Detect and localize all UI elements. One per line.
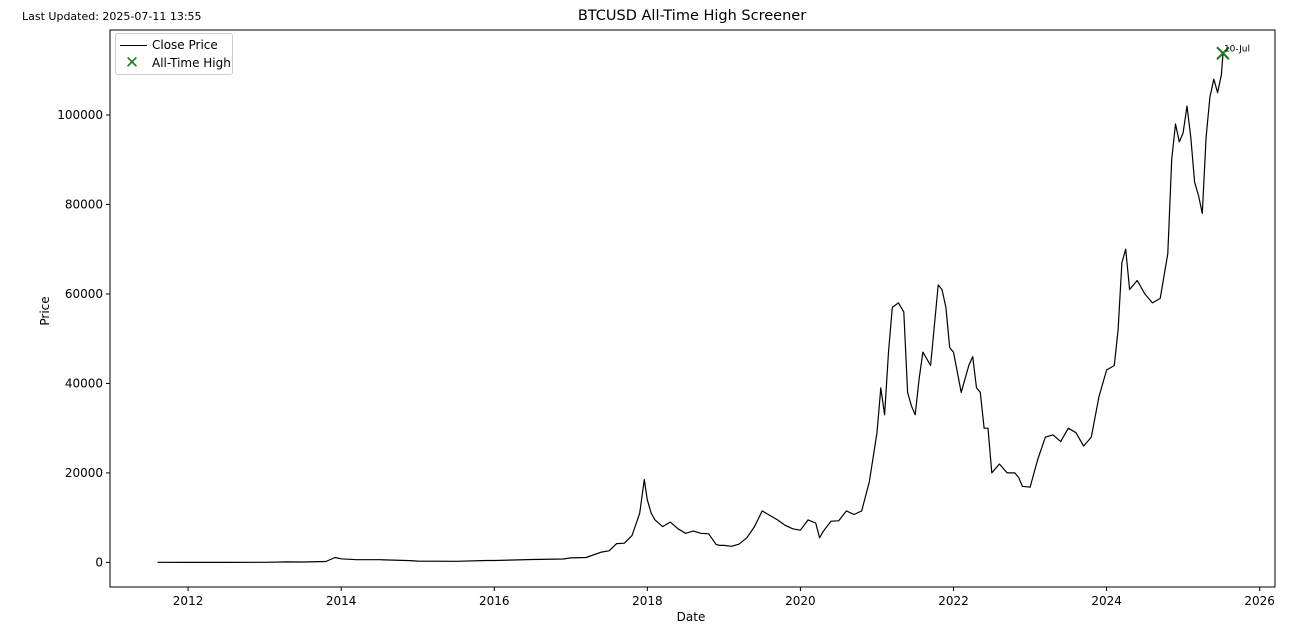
x-axis: 2012 2014 2016 2018 2020 2022 2024 2026	[173, 587, 1275, 608]
chart-title: BTCUSD All-Time High Screener	[577, 8, 807, 24]
all-time-high-marker-group: 10-Jul	[1216, 44, 1250, 60]
line-swatch-icon	[120, 45, 147, 46]
y-tick-label: 100000	[57, 108, 103, 122]
legend-item-all-time-high: ✕ All-Time High	[116, 53, 232, 73]
x-marker-icon: ✕	[124, 53, 140, 73]
y-tick-label: 40000	[65, 376, 103, 390]
all-time-high-marker	[1216, 46, 1230, 60]
legend-label-all-time-high: All-Time High	[152, 56, 231, 70]
close-price-line	[157, 53, 1224, 564]
x-tick-label: 2014	[326, 594, 357, 608]
x-tick-label: 2026	[1244, 594, 1275, 608]
x-tick-label: 2022	[938, 594, 969, 608]
y-axis: 0 20000 40000 60000 80000 100000	[57, 108, 110, 569]
x-tick-label: 2012	[173, 594, 204, 608]
legend: Close Price ✕ All-Time High	[115, 33, 233, 75]
y-tick-label: 20000	[65, 466, 103, 480]
close-price-line-group	[157, 53, 1224, 564]
x-tick-label: 2020	[785, 594, 816, 608]
legend-label-close-price: Close Price	[152, 38, 218, 52]
x-tick-label: 2016	[479, 594, 510, 608]
y-tick-label: 80000	[65, 197, 103, 211]
y-axis-label: Price	[38, 296, 52, 326]
x-axis-label: Date	[676, 610, 706, 624]
legend-item-close-price: Close Price	[116, 37, 232, 55]
last-updated-label: Last Updated: 2025-07-11 13:55	[22, 10, 202, 23]
plot-area-frame	[109, 29, 1276, 588]
x-tick-label: 2018	[632, 594, 663, 608]
y-tick-label: 0	[95, 555, 103, 569]
all-time-high-date-label: 10-Jul	[1224, 44, 1250, 54]
y-tick-label: 60000	[65, 287, 103, 301]
x-tick-label: 2024	[1091, 594, 1122, 608]
